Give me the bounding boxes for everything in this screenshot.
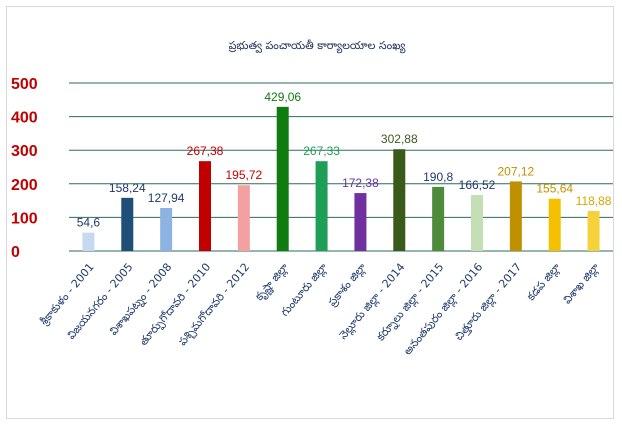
y-tick-label: 100 <box>11 210 38 227</box>
data-label: 118,88 <box>576 194 612 208</box>
data-label: 155,64 <box>536 182 573 196</box>
y-tick-label: 500 <box>11 76 38 93</box>
x-tick-label: విశాఖ జిల్లా <box>560 260 603 307</box>
x-tick-label: తూర్పుగోదావరి - 2010 <box>137 261 214 349</box>
bar <box>237 185 250 251</box>
data-label: 54,6 <box>77 216 101 230</box>
x-tick-label: కడప జిల్లా <box>524 260 565 304</box>
bar-chart: ప్రభుత్వ పంచాయతీ కార్యాలయాల సంఖ్య 0 100 20… <box>11 39 613 359</box>
data-label: 267,33 <box>303 144 340 158</box>
data-label: 127,94 <box>148 191 185 205</box>
bar <box>121 197 134 251</box>
bar <box>82 232 95 251</box>
y-tick-label: 300 <box>11 143 38 160</box>
data-label: 190,8 <box>423 170 453 184</box>
y-tick-label: 200 <box>11 177 38 194</box>
bar <box>276 106 289 251</box>
y-tick-label: 400 <box>11 110 38 127</box>
x-tick-label: కృష్ణా జిల్లా <box>252 260 293 304</box>
bar <box>471 195 483 251</box>
bar <box>587 211 600 251</box>
bar <box>315 161 328 251</box>
bar <box>509 181 522 251</box>
data-label: 158,24 <box>109 181 146 195</box>
data-label: 195,72 <box>226 168 263 182</box>
data-label: 302,88 <box>381 132 418 146</box>
x-tick-label: పశ్చిమగోదావరి - 2012 <box>176 261 253 349</box>
bar <box>548 198 561 251</box>
y-axis: 0 100 200 300 400 500 <box>11 76 38 261</box>
data-label: 166,52 <box>459 178 496 192</box>
bar <box>160 208 173 251</box>
data-label: 429,06 <box>264 90 301 104</box>
x-tick-label: విజయనగరం - 2005 <box>64 261 135 342</box>
y-tick-label: 0 <box>11 244 20 261</box>
data-label: 267,38 <box>187 144 224 158</box>
bar <box>432 186 445 251</box>
bars <box>82 106 600 251</box>
chart-title: ప్రభుత్వ పంచాయతీ కార్యాలయాల సంఖ్య <box>228 39 406 54</box>
x-tick-label: కర్నూలు జిల్లా - 2015 <box>374 261 448 345</box>
x-tick-label: చిత్తూరు జిల్లా - 2017 <box>452 261 526 345</box>
data-label: 172,38 <box>342 176 379 190</box>
data-label: 207,12 <box>498 164 535 178</box>
bar <box>199 161 211 251</box>
bar <box>393 149 406 251</box>
gridlines <box>69 82 613 252</box>
chart-frame: ప్రభుత్వ పంచాయతీ కార్యాలయాల సంఖ్య 0 100 20… <box>6 6 614 419</box>
bar <box>354 193 367 251</box>
